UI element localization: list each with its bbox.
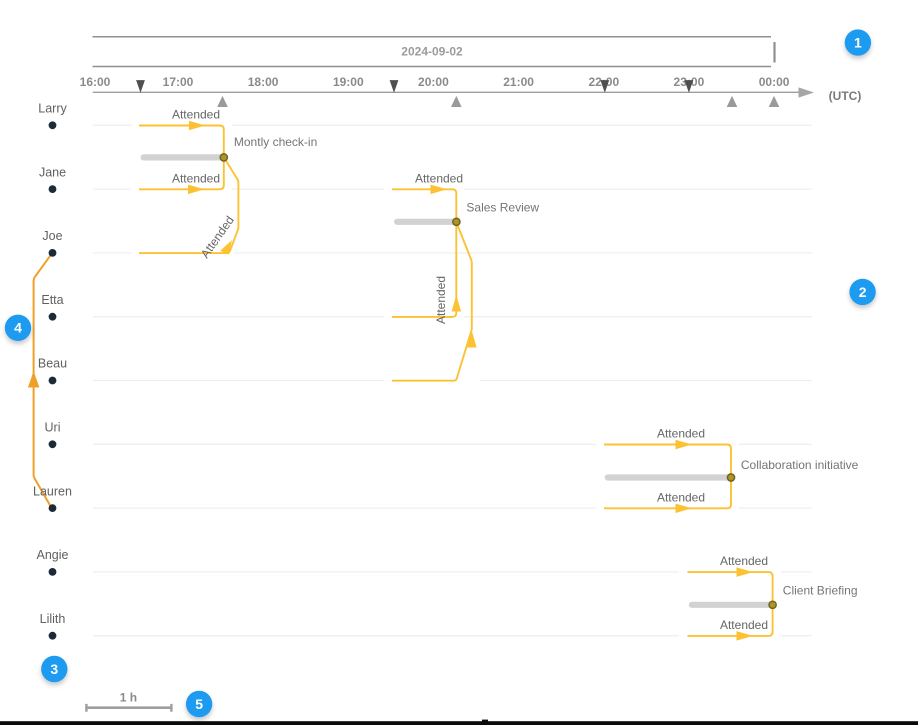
svg-text:Attended: Attended — [720, 618, 768, 632]
svg-text:(UTC): (UTC) — [829, 89, 862, 103]
svg-text:Angie: Angie — [37, 548, 69, 562]
svg-text:Jane: Jane — [39, 165, 66, 179]
svg-text:Sales Review: Sales Review — [466, 200, 539, 214]
svg-text:5: 5 — [195, 696, 203, 712]
svg-text:Collaboration initiative: Collaboration initiative — [741, 458, 859, 472]
svg-text:Client Briefing: Client Briefing — [783, 583, 858, 597]
svg-text:3: 3 — [50, 661, 58, 677]
svg-text:1 h: 1 h — [120, 690, 137, 704]
svg-text:2024-09-02: 2024-09-02 — [401, 45, 463, 59]
svg-text:16:00: 16:00 — [80, 75, 111, 89]
svg-text:Larry: Larry — [38, 102, 67, 116]
svg-text:Attended: Attended — [657, 490, 705, 504]
svg-text:Joe: Joe — [42, 229, 62, 243]
svg-text:Uri: Uri — [45, 421, 61, 435]
svg-text:Etta: Etta — [41, 293, 63, 307]
svg-text:00:00: 00:00 — [759, 75, 790, 89]
svg-text:Attended: Attended — [720, 554, 768, 568]
svg-text:Attended: Attended — [172, 108, 220, 122]
svg-text:17:00: 17:00 — [163, 75, 194, 89]
svg-text:Montly check-in: Montly check-in — [234, 135, 317, 149]
svg-text:Lilith: Lilith — [40, 612, 66, 626]
svg-text:18:00: 18:00 — [248, 75, 279, 89]
svg-text:2: 2 — [859, 284, 867, 300]
svg-text:20:00: 20:00 — [418, 75, 449, 89]
svg-text:21:00: 21:00 — [503, 75, 534, 89]
svg-text:Attended: Attended — [415, 171, 463, 185]
svg-text:Lauren: Lauren — [33, 484, 72, 498]
svg-text:Attended: Attended — [434, 276, 448, 324]
svg-text:1: 1 — [854, 35, 862, 51]
svg-text:4: 4 — [14, 320, 22, 336]
svg-text:19:00: 19:00 — [333, 75, 364, 89]
svg-text:Beau: Beau — [38, 357, 67, 371]
svg-text:Attended: Attended — [657, 427, 705, 441]
svg-text:Attended: Attended — [172, 171, 220, 185]
